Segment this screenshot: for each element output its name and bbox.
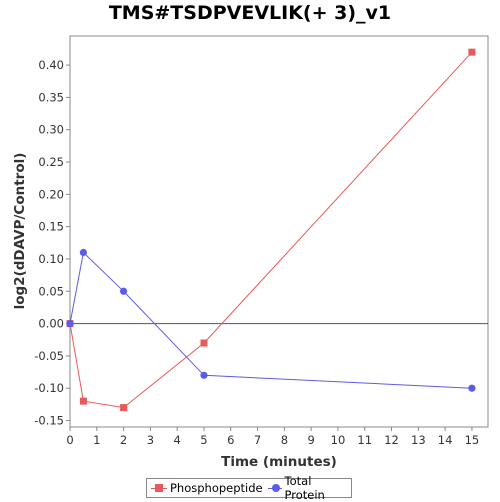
- chart-title: TMS#TSDPVEVLIK(+ 3)_v1: [108, 2, 392, 24]
- x-tick-label: 2: [120, 433, 127, 447]
- y-tick-label: 0.05: [38, 284, 64, 298]
- x-tick-label: 8: [281, 433, 288, 447]
- x-tick-label: 10: [331, 433, 346, 447]
- data-point-total-protein: [119, 287, 128, 295]
- x-tick-label: 6: [227, 433, 234, 447]
- y-tick-label: -0.10: [34, 381, 64, 395]
- x-tick-label: 1: [93, 433, 100, 447]
- y-tick-label: 0.40: [38, 58, 64, 72]
- y-tick-label: -0.15: [34, 414, 64, 428]
- legend-item-total-protein: Total Protein: [267, 474, 346, 502]
- legend-label: Total Protein: [284, 474, 325, 502]
- data-point-total-protein: [200, 371, 208, 379]
- y-tick-label: 0.10: [38, 252, 64, 266]
- legend-item-phosphopeptide: Phosphopeptide: [151, 481, 263, 495]
- square-marker-icon: [151, 483, 167, 493]
- x-tick-label: 5: [200, 433, 207, 447]
- data-point-phosphopeptide: [468, 48, 476, 56]
- x-tick-label: 15: [465, 433, 480, 447]
- x-tick-label: 9: [307, 433, 314, 447]
- circle-marker-icon: [267, 483, 282, 493]
- y-tick-label: 0.35: [38, 90, 64, 104]
- legend-label: Phosphopeptide: [170, 481, 263, 495]
- x-tick-label: 7: [254, 433, 261, 447]
- y-axis-title: log2(dDAVP/Control): [12, 153, 28, 310]
- x-tick-label: 13: [411, 433, 426, 447]
- x-tick-label: 4: [174, 433, 181, 447]
- plot-area: [69, 35, 489, 428]
- x-tick-label: 0: [66, 433, 73, 447]
- data-point-total-protein: [79, 248, 87, 257]
- x-tick-label: 3: [147, 433, 154, 447]
- data-point-total-protein: [468, 384, 476, 392]
- data-point-phosphopeptide: [79, 397, 87, 405]
- y-tick-label: 0.25: [38, 155, 64, 169]
- y-tick-label: 0.15: [38, 220, 64, 234]
- y-tick-label: 0.30: [38, 123, 64, 137]
- x-tick-label: 14: [438, 433, 453, 447]
- data-point-phosphopeptide: [200, 339, 208, 347]
- x-tick-label: 11: [357, 433, 372, 447]
- chart-legend: Phosphopeptide Total Protein: [146, 474, 352, 502]
- x-tick-label: 12: [384, 433, 399, 447]
- data-point-phosphopeptide: [120, 404, 128, 412]
- y-tick-label: 0.20: [38, 187, 64, 201]
- x-axis-title: Time (minutes): [221, 454, 337, 470]
- data-point-total-protein: [66, 319, 74, 328]
- y-tick-label: 0.00: [38, 317, 64, 331]
- y-tick-label: -0.05: [34, 349, 64, 363]
